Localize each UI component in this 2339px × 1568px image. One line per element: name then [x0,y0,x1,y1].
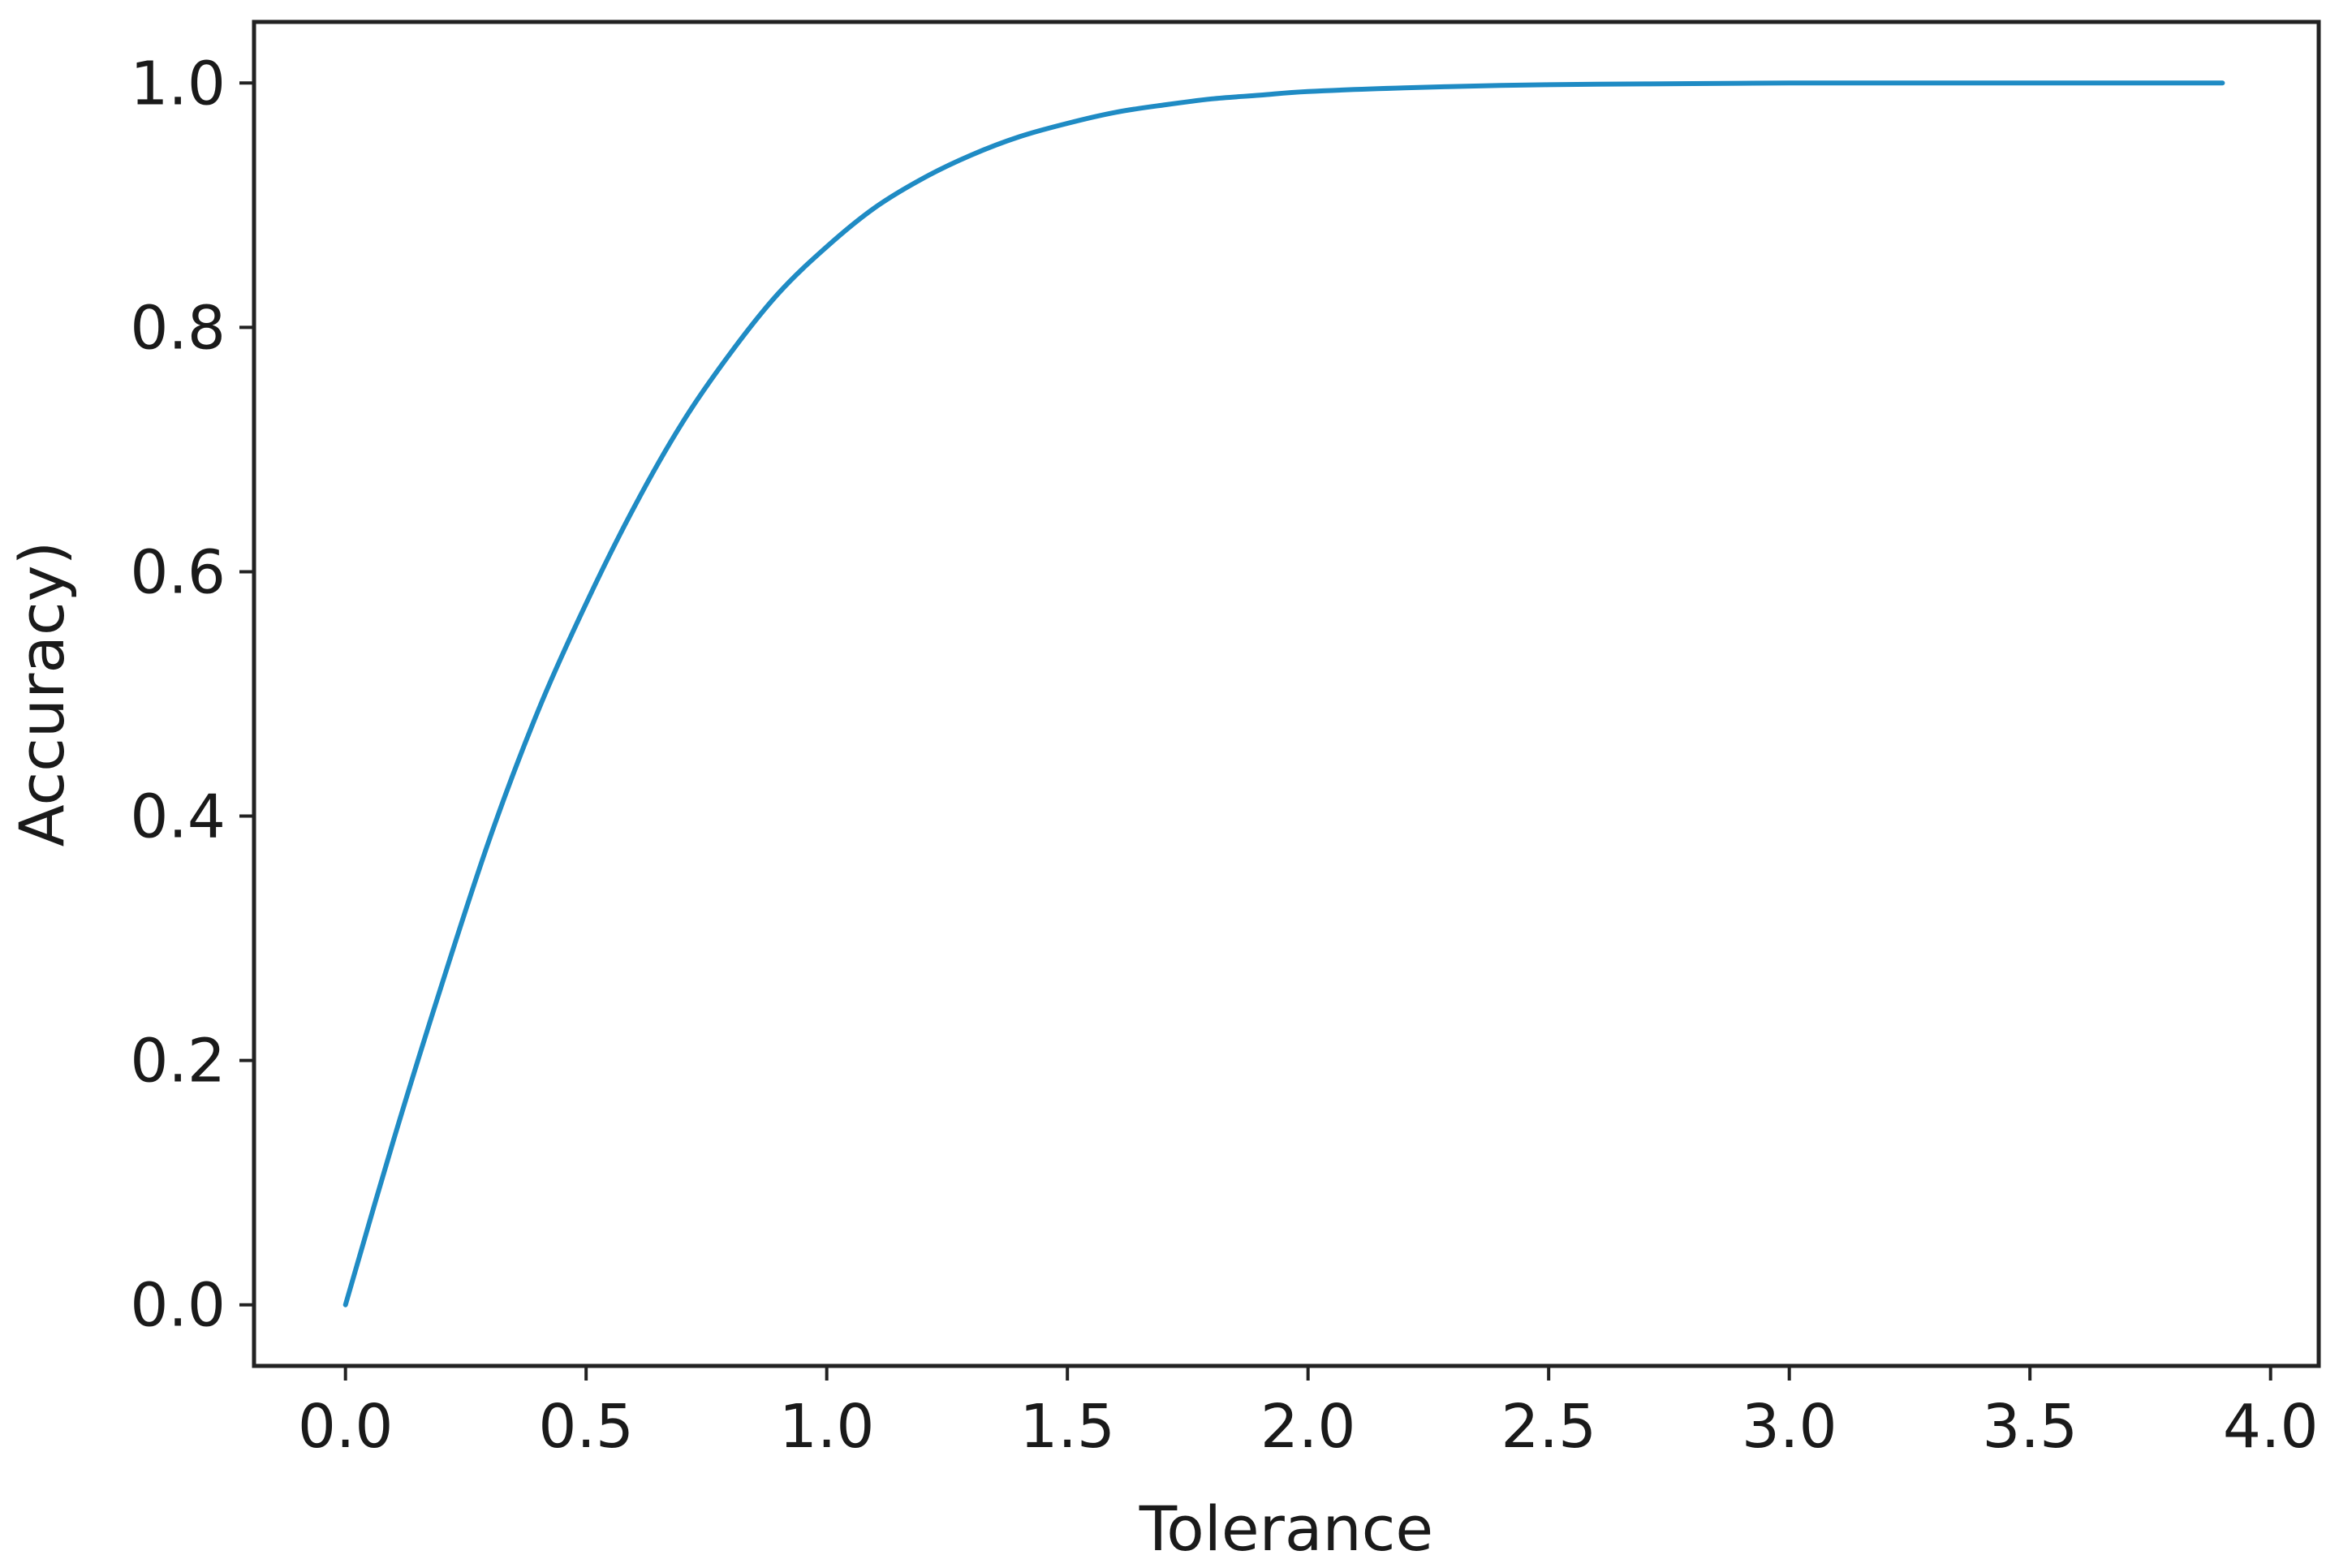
x-tick-label: 3.5 [1982,1392,2078,1462]
x-tick-label: 2.0 [1260,1392,1356,1462]
y-axis-label: Accuracy) [6,541,78,847]
plot-area-frame [252,19,2321,1368]
x-tick-label: 1.5 [1019,1392,1115,1462]
x-tick-label: 2.5 [1501,1392,1596,1462]
y-axis-ticks: 0.0 0.2 0.4 0.6 0.8 1.0 [130,49,254,1341]
y-tick-label: 0.6 [130,537,226,607]
y-tick-label: 0.8 [130,293,226,363]
y-tick-label: 0.0 [130,1271,226,1341]
x-axis-ticks: 0.0 0.5 1.0 1.5 2.0 2.5 3.0 3.5 4.0 [298,1366,2319,1462]
x-tick-label: 3.0 [1742,1392,1837,1462]
x-tick-label: 1.0 [779,1392,875,1462]
y-tick-label: 1.0 [130,49,226,118]
x-tick-label: 0.5 [538,1392,634,1462]
x-tick-label: 0.0 [298,1392,394,1462]
series-line [342,80,2225,1307]
x-tick-label: 4.0 [2223,1392,2319,1462]
x-axis-label: Tolerance [1139,1493,1433,1564]
y-tick-label: 0.2 [130,1027,226,1096]
y-tick-label: 0.4 [130,782,226,852]
